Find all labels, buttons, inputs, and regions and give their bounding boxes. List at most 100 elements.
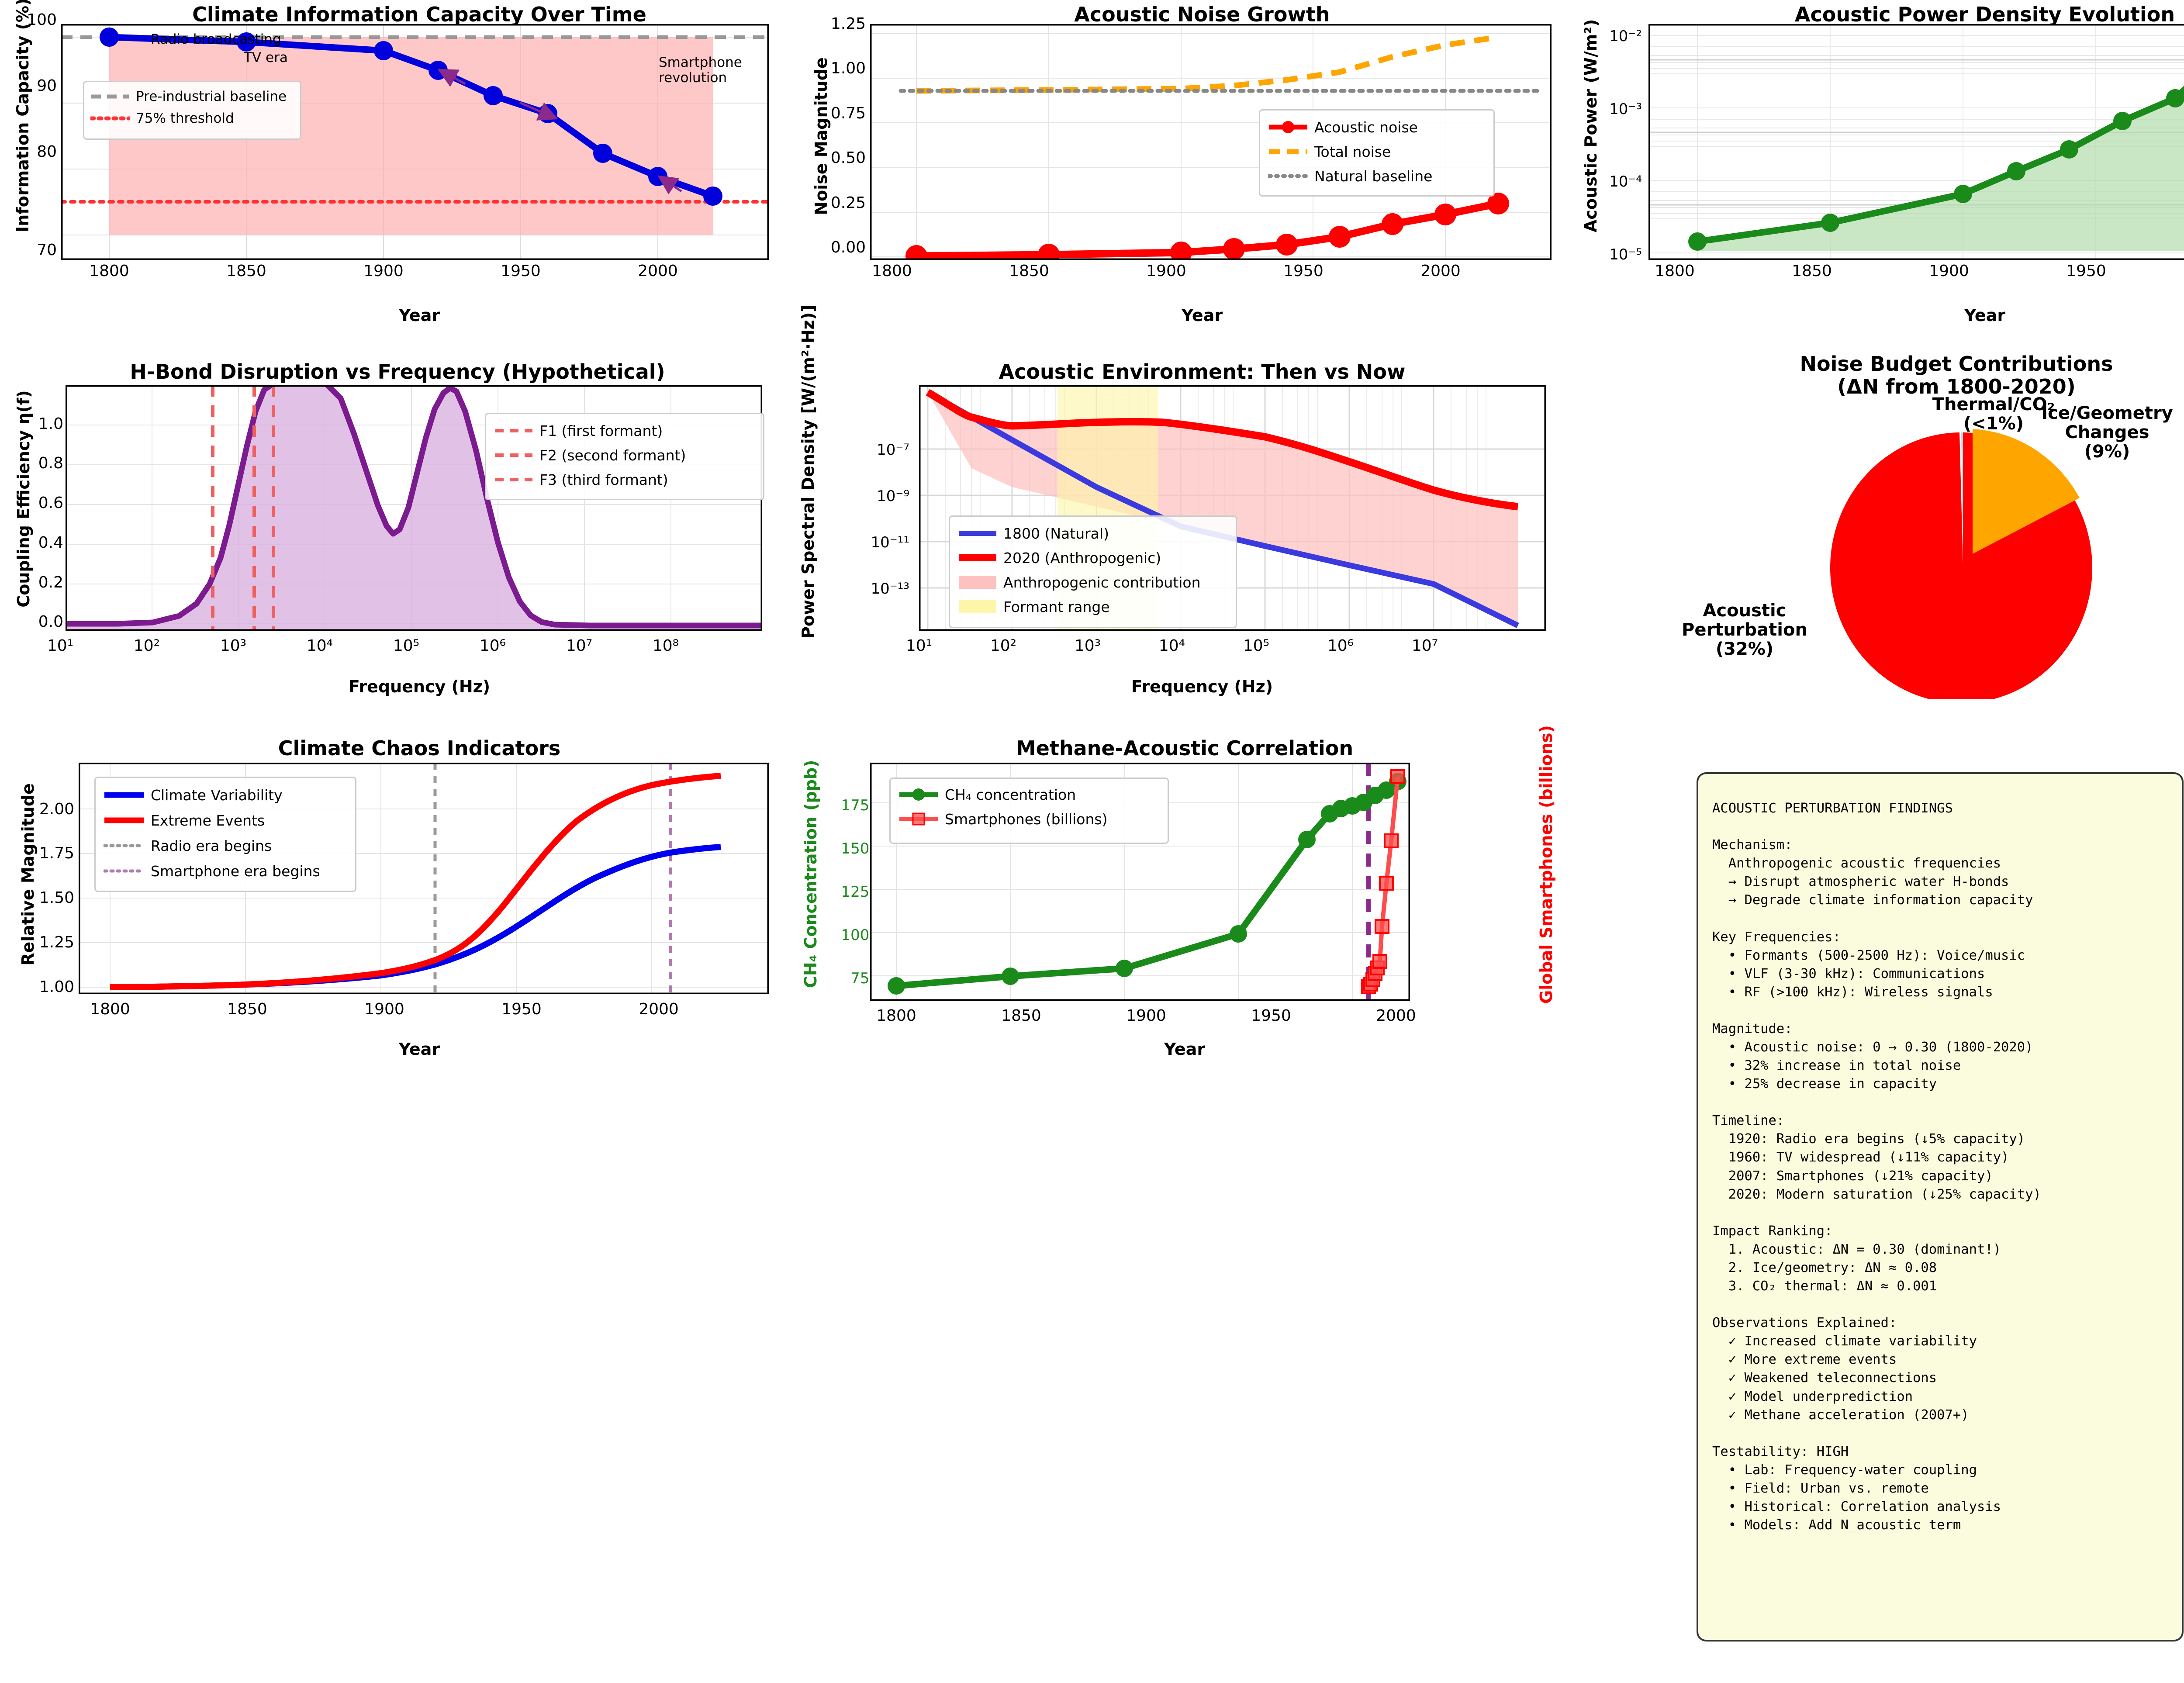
legend[interactable]: 1800 (Natural) 2020 (Anthropogenic) Anth… (949, 515, 1237, 628)
legend-item[interactable]: F3 (third formant) (494, 467, 755, 492)
legend-label: Pre-industrial baseline (136, 89, 287, 104)
y-tick: 1.0 (38, 415, 63, 433)
power-plot (1648, 24, 2184, 260)
y-tick: 10⁻⁴ (1609, 173, 1642, 190)
x-tick: 10¹ (905, 637, 933, 655)
y-tick: 0.4 (38, 534, 63, 552)
x-axis-label: Frequency (Hz) (348, 677, 491, 696)
legend-label: F1 (first formant) (539, 422, 663, 439)
x-tick: 1900 (1126, 1007, 1166, 1025)
x-tick: 2000 (1376, 1007, 1416, 1025)
dashed-line-icon (91, 94, 129, 99)
panel-title: H-Bond Disruption vs Frequency (Hypothet… (130, 360, 665, 384)
x-tick: 10³ (220, 637, 247, 655)
legend-label: 2020 (Anthropogenic) (1003, 549, 1161, 567)
line-icon (959, 531, 996, 536)
legend-item[interactable]: 2020 (Anthropogenic) (958, 546, 1228, 570)
y-tick: 10⁻³ (1609, 100, 1642, 118)
panel-title: Climate Chaos Indicators (278, 736, 561, 760)
dotted-line-icon (104, 844, 145, 847)
panel-acoustic-power-density: Acoustic Power Density Evolution Acousti… (1565, 0, 2184, 336)
x-tick: 2000 (639, 1000, 679, 1018)
y-tick: 1.00 (39, 978, 74, 996)
x-tick: 1850 (1009, 262, 1049, 280)
x-tick: 1800 (872, 262, 912, 280)
panel-title: Acoustic Noise Growth (1074, 3, 1330, 26)
x-tick: 2000 (638, 262, 678, 280)
legend-item[interactable]: Total noise (1268, 139, 1486, 164)
legend-label: Acoustic noise (1314, 118, 1418, 136)
legend-item[interactable]: Acoustic noise (1268, 115, 1486, 139)
legend-item[interactable]: Climate Variability (104, 782, 347, 808)
x-tick: 1950 (2066, 262, 2106, 280)
x-tick: 10⁷ (1411, 637, 1438, 655)
y-tick: 0.25 (830, 194, 866, 212)
legend-item[interactable]: 75% threshold (90, 107, 294, 129)
legend-label: Smartphone era begins (151, 862, 320, 880)
legend-item[interactable]: Pre-industrial baseline (90, 86, 294, 107)
panel-title: Methane-Acoustic Correlation (1016, 736, 1354, 760)
y-tick: 1.50 (39, 889, 74, 907)
legend-item[interactable]: F2 (second formant) (494, 443, 755, 467)
legend-label: Smartphones (billions) (945, 810, 1108, 828)
x-tick: 1950 (1251, 1007, 1291, 1025)
y-axis-label: Acoustic Power (W/m²) (1581, 19, 1600, 232)
x-tick: 1950 (1283, 262, 1324, 280)
y-tick: 90 (37, 77, 57, 95)
legend[interactable]: Pre-industrial baseline 75% threshold (83, 81, 301, 140)
legend-item[interactable]: F1 (first formant) (494, 418, 755, 443)
panel-climate-information-capacity: Climate Information Capacity Over Time I… (0, 0, 783, 336)
y-tick: 10⁻¹³ (871, 580, 909, 598)
y-tick: 10⁻¹¹ (871, 534, 909, 551)
dashed-line-icon (495, 478, 532, 481)
legend-label: 75% threshold (136, 111, 234, 126)
legend-item[interactable]: 1800 (Natural) (958, 521, 1228, 546)
legend[interactable]: CH₄ concentration Smartphones (billions) (889, 778, 1169, 844)
y-axis-label-right: Global Smartphones (billions) (1537, 725, 1556, 1004)
legend-item[interactable]: Formant range (958, 594, 1228, 619)
dashed-line-icon (495, 453, 532, 457)
panel-noise-budget-pie: Noise Budget Contributions (ΔN from 1800… (1565, 345, 2184, 708)
y-tick: 10⁻⁹ (877, 487, 909, 505)
legend-item[interactable]: Natural baseline (1268, 164, 1486, 188)
x-tick: 10⁵ (393, 637, 420, 655)
y-tick: 0.75 (830, 104, 866, 122)
legend[interactable]: Climate Variability Extreme Events Radio… (94, 777, 356, 892)
x-tick: 1850 (226, 262, 266, 280)
legend-item[interactable]: Radio era begins (104, 833, 347, 858)
x-tick: 1800 (89, 262, 129, 280)
legend-item[interactable]: CH₄ concentration (898, 782, 1160, 807)
x-tick: 10² (990, 637, 1017, 655)
annotation-tv: TV era (244, 50, 288, 66)
acoustic-perturbation-findings-box: ACOUSTIC PERTURBATION FINDINGS Mechanism… (1697, 772, 2184, 1642)
legend-item[interactable]: Anthropogenic contribution (958, 570, 1228, 594)
y-tick: 0.8 (38, 454, 63, 472)
x-tick: 10³ (1074, 637, 1101, 655)
legend-label: Natural baseline (1314, 167, 1433, 185)
y-tick: 80 (37, 143, 57, 161)
legend-label: Formant range (1003, 598, 1110, 615)
x-tick: 10⁶ (1327, 637, 1354, 655)
y-tick-left: 1000 (841, 926, 879, 944)
legend-item[interactable]: Extreme Events (104, 808, 347, 833)
x-tick: 10⁴ (1158, 637, 1185, 655)
legend-label: F3 (third formant) (539, 471, 668, 488)
y-tick: 1.25 (830, 15, 866, 33)
legend-label: Total noise (1314, 143, 1391, 160)
y-tick: 10⁻² (1609, 28, 1642, 45)
legend[interactable]: Acoustic noise Total noise Natural basel… (1259, 109, 1495, 197)
dotted-line-icon (104, 869, 145, 873)
x-axis-label: Year (1181, 306, 1223, 325)
y-tick: 0.2 (38, 574, 63, 591)
y-tick-left: 1750 (841, 797, 879, 814)
x-tick: 10² (133, 637, 160, 655)
legend-item[interactable]: Smartphone era begins (104, 858, 347, 884)
legend-label: Extreme Events (151, 812, 265, 829)
dashed-line-icon (495, 429, 532, 432)
legend-label: 1800 (Natural) (1003, 525, 1109, 542)
legend-item[interactable]: Smartphones (billions) (898, 807, 1160, 831)
x-tick: 1900 (364, 1000, 404, 1018)
legend[interactable]: F1 (first formant) F2 (second formant) F… (485, 413, 764, 500)
panel-title: Climate Information Capacity Over Time (192, 3, 646, 26)
y-tick-left: 750 (850, 970, 879, 987)
